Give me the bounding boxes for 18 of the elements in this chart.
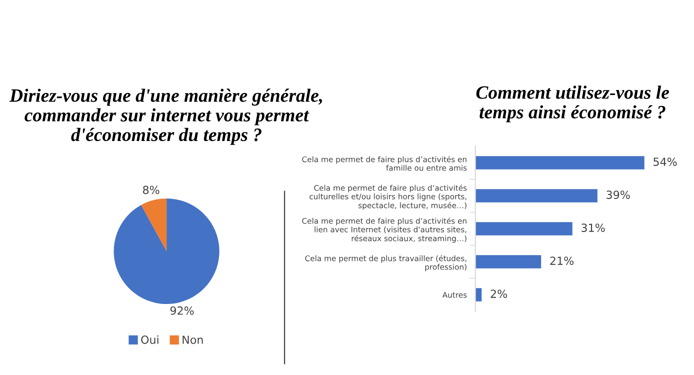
bar: [475, 222, 572, 236]
data-label: 2%: [490, 290, 507, 298]
bar: [475, 189, 598, 202]
data-label: 92%: [170, 306, 194, 315]
data-label: 31%: [582, 224, 605, 232]
legend-label: Oui: [141, 335, 158, 344]
pie-slice: [141, 198, 167, 252]
data-label: 8%: [143, 186, 160, 194]
chart-title: Diriez-vous que d'une manière générale, commander sur internet vous permet d'économiser du temps ?: [9, 88, 322, 145]
bar: [475, 156, 644, 170]
bar: [475, 255, 542, 268]
data-label: 54%: [654, 158, 677, 166]
data-label: 39%: [606, 190, 630, 199]
legend-label: Non: [182, 336, 203, 344]
pie-slice: [114, 198, 220, 304]
chart-title: Comment utilisez-vous le temps ainsi économisé ?: [476, 86, 670, 122]
bar: [475, 288, 482, 302]
data-label: 21%: [550, 256, 574, 265]
